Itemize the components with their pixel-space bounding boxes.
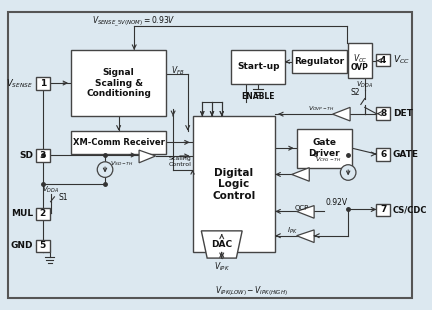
Text: CS/CDC: CS/CDC xyxy=(393,206,427,215)
Text: Signal
Scaling &
Conditioning: Signal Scaling & Conditioning xyxy=(86,68,151,98)
Text: MUL: MUL xyxy=(11,209,33,218)
Text: 3: 3 xyxy=(40,151,46,160)
Text: Digital
Logic
Control: Digital Logic Control xyxy=(212,168,255,201)
Text: $V_{FB}$: $V_{FB}$ xyxy=(171,64,185,77)
Text: GND: GND xyxy=(10,241,33,250)
Bar xyxy=(292,50,347,73)
Text: Gate
Driver: Gate Driver xyxy=(308,139,340,158)
Text: 6: 6 xyxy=(380,150,386,159)
Bar xyxy=(71,131,166,154)
Bar xyxy=(232,50,285,84)
Text: SD: SD xyxy=(19,151,33,160)
Text: $V_{SENSE\_5V(NOM)} = 0.93V$: $V_{SENSE\_5V(NOM)} = 0.93V$ xyxy=(92,15,176,29)
Circle shape xyxy=(340,165,356,180)
Bar xyxy=(376,54,390,67)
Polygon shape xyxy=(333,107,350,121)
Text: GATE: GATE xyxy=(393,150,419,159)
Polygon shape xyxy=(139,150,156,163)
Text: Regulator: Regulator xyxy=(295,57,345,66)
Bar xyxy=(193,116,275,252)
Polygon shape xyxy=(201,231,242,258)
Text: XM-Comm Receiver: XM-Comm Receiver xyxy=(73,138,165,147)
Bar xyxy=(71,50,166,116)
Bar xyxy=(376,148,390,161)
Bar xyxy=(348,43,372,78)
Text: 1: 1 xyxy=(40,79,46,88)
Text: 5: 5 xyxy=(40,241,46,250)
Text: 0.92V: 0.92V xyxy=(326,198,348,207)
Bar xyxy=(297,129,352,168)
Bar xyxy=(36,240,50,252)
Text: 2: 2 xyxy=(40,209,46,218)
Text: $I_{PK}$: $I_{PK}$ xyxy=(287,226,298,236)
Circle shape xyxy=(97,162,113,177)
Text: DET: DET xyxy=(393,109,413,118)
Text: DAC: DAC xyxy=(211,240,232,249)
Bar xyxy=(36,149,50,162)
Bar xyxy=(376,204,390,216)
Text: $V_{SENSE}$: $V_{SENSE}$ xyxy=(6,77,33,90)
Bar xyxy=(36,207,50,220)
Polygon shape xyxy=(297,230,314,242)
Text: $V_{SD-TH}$: $V_{SD-TH}$ xyxy=(110,159,133,168)
Text: $V_{CFG-TH}$: $V_{CFG-TH}$ xyxy=(315,155,342,164)
Text: $V_{IPK(LOW)} - V_{IPK(HIGH)}$: $V_{IPK(LOW)} - V_{IPK(HIGH)}$ xyxy=(215,284,287,298)
Text: 8: 8 xyxy=(380,109,386,118)
Text: OCP: OCP xyxy=(295,206,309,211)
Text: ENABLE: ENABLE xyxy=(241,92,274,101)
Polygon shape xyxy=(297,206,314,218)
Text: 7: 7 xyxy=(380,206,386,215)
Text: $V_{DDA}$: $V_{DDA}$ xyxy=(42,185,59,195)
Text: S2: S2 xyxy=(350,88,360,97)
Text: 4: 4 xyxy=(380,56,386,65)
Bar xyxy=(36,77,50,90)
Text: $V_{IPK}$: $V_{IPK}$ xyxy=(214,261,230,273)
Text: S1: S1 xyxy=(58,193,68,202)
Text: $V_{CC}$: $V_{CC}$ xyxy=(353,52,367,65)
Bar xyxy=(376,107,390,120)
Text: OVP: OVP xyxy=(351,63,369,72)
Text: $V_{DDA}$: $V_{DDA}$ xyxy=(356,80,373,90)
Text: Start-up: Start-up xyxy=(237,63,280,72)
Text: $V_{CC}$: $V_{CC}$ xyxy=(393,54,410,66)
Polygon shape xyxy=(292,168,309,181)
Text: $V_{OVP-TH}$: $V_{OVP-TH}$ xyxy=(308,104,334,113)
Text: Scaling
Control: Scaling Control xyxy=(168,157,191,167)
